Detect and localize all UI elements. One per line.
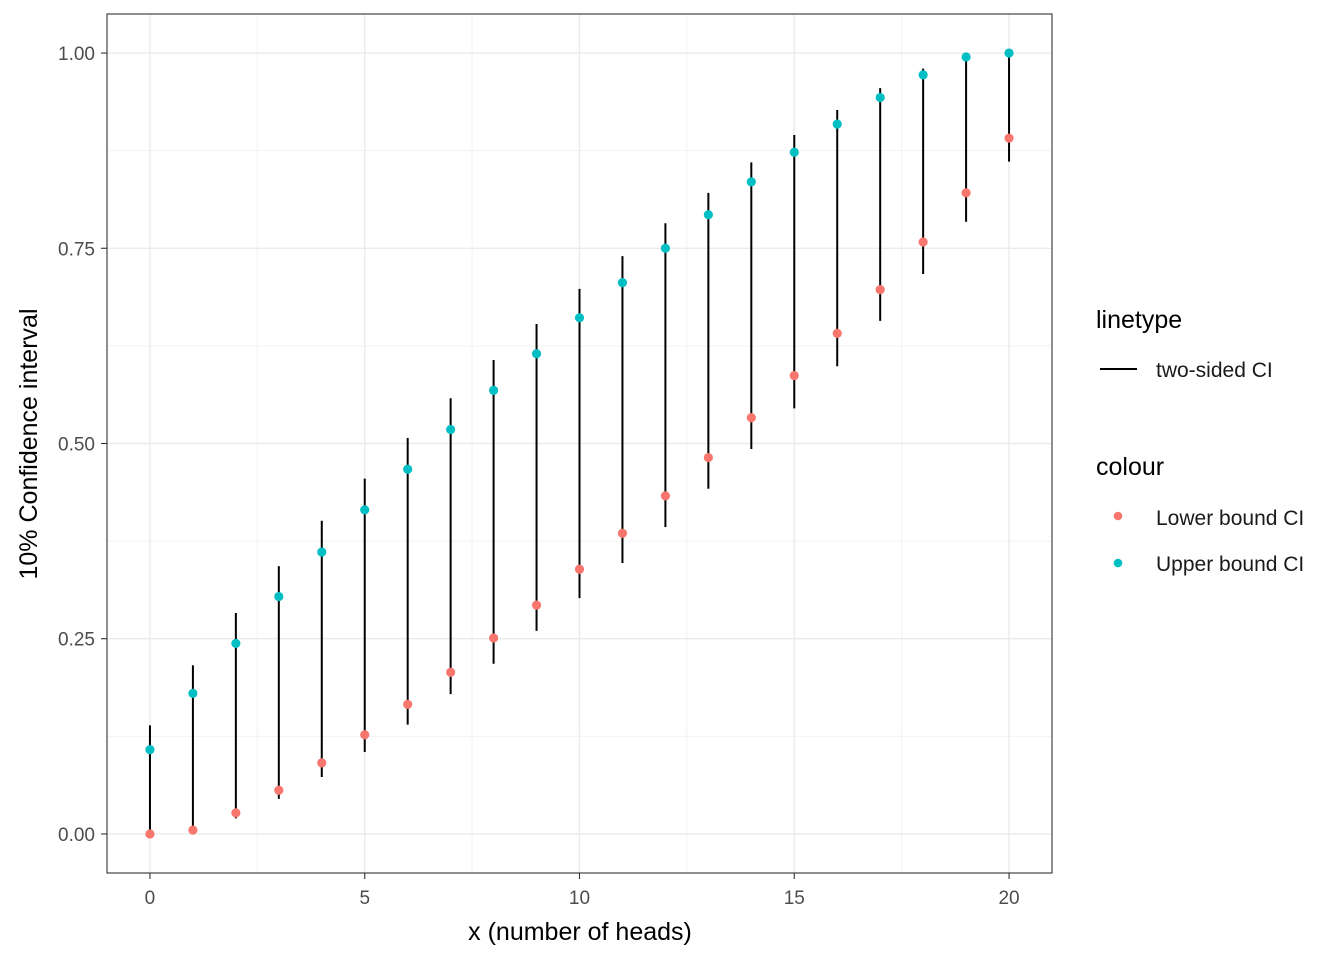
- y-axis: 0.00 0.25 0.50 0.75 1.00: [58, 44, 107, 846]
- lower-bound-point: [531, 600, 542, 610]
- upper-bound-point: [746, 177, 756, 187]
- y-tick-label: 0.50: [58, 435, 95, 456]
- lower-bound-point: [875, 285, 885, 295]
- x-tick-label: 0: [145, 888, 156, 909]
- legend-upper-bound-key: [1113, 558, 1123, 568]
- legend-upper-bound-label: Upper bound CI: [1156, 553, 1304, 576]
- x-tick-label: 20: [998, 888, 1019, 909]
- legend-colour-title: colour: [1096, 453, 1164, 481]
- upper-bound-point: [274, 591, 284, 602]
- upper-bound-point: [574, 313, 585, 323]
- legend-lower-bound-label: Lower bound CI: [1156, 507, 1304, 530]
- legend-linetype-label: two-sided CI: [1156, 359, 1273, 382]
- lower-bound-point: [746, 413, 756, 423]
- upper-bound-point: [231, 638, 241, 649]
- upper-bound-point: [1004, 48, 1014, 58]
- lower-bound-point: [145, 829, 155, 839]
- upper-bound-point: [832, 119, 842, 129]
- upper-bound-point: [488, 385, 499, 395]
- upper-bound-point: [961, 52, 971, 62]
- lower-bound-point: [574, 564, 585, 574]
- lower-bound-point: [832, 328, 842, 338]
- lower-bound-point: [188, 825, 198, 835]
- lower-bound-point: [317, 758, 327, 768]
- upper-bound-point: [617, 278, 628, 288]
- lower-bound-point: [918, 237, 928, 247]
- x-tick-label: 5: [359, 888, 370, 909]
- upper-bound-point: [703, 210, 713, 220]
- y-tick-label: 0.75: [58, 239, 95, 260]
- legend-lower-bound-key: [1113, 511, 1123, 521]
- y-tick-label: 0.25: [58, 630, 95, 651]
- x-axis-title: x (number of heads): [468, 918, 692, 946]
- lower-bound-point: [403, 699, 413, 709]
- lower-bound-point: [231, 808, 241, 818]
- upper-bound-point: [446, 424, 456, 435]
- lower-bound-point: [703, 452, 713, 463]
- x-tick-label: 10: [569, 888, 590, 909]
- lower-bound-point: [789, 370, 799, 381]
- x-tick-label: 15: [784, 888, 805, 909]
- upper-bound-point: [317, 547, 327, 557]
- lower-bound-point: [274, 785, 284, 795]
- y-axis-title: 10% Confidence interval: [15, 309, 43, 580]
- upper-bound-point: [360, 505, 370, 515]
- upper-bound-point: [145, 745, 155, 755]
- y-tick-label: 0.00: [58, 825, 95, 846]
- lower-bound-point: [617, 528, 628, 538]
- y-tick-label: 1.00: [58, 44, 95, 65]
- lower-bound-point: [1004, 133, 1014, 143]
- upper-bound-point: [789, 147, 799, 157]
- data-points: [145, 48, 1014, 839]
- lower-bound-point: [446, 667, 456, 677]
- upper-bound-point: [403, 464, 413, 474]
- upper-bound-point: [531, 349, 542, 359]
- upper-bound-point: [188, 688, 198, 698]
- x-axis: 0 5 10 15 20: [145, 873, 1020, 909]
- lower-bound-point: [660, 491, 671, 501]
- legend: linetype two-sided CI colour Lower bound…: [1096, 306, 1304, 576]
- legend-linetype-title: linetype: [1096, 306, 1182, 334]
- upper-bound-point: [918, 70, 928, 80]
- lower-bound-point: [961, 188, 971, 198]
- upper-bound-point: [875, 92, 885, 103]
- lower-bound-point: [360, 730, 370, 740]
- upper-bound-point: [660, 243, 671, 253]
- lower-bound-point: [488, 633, 499, 643]
